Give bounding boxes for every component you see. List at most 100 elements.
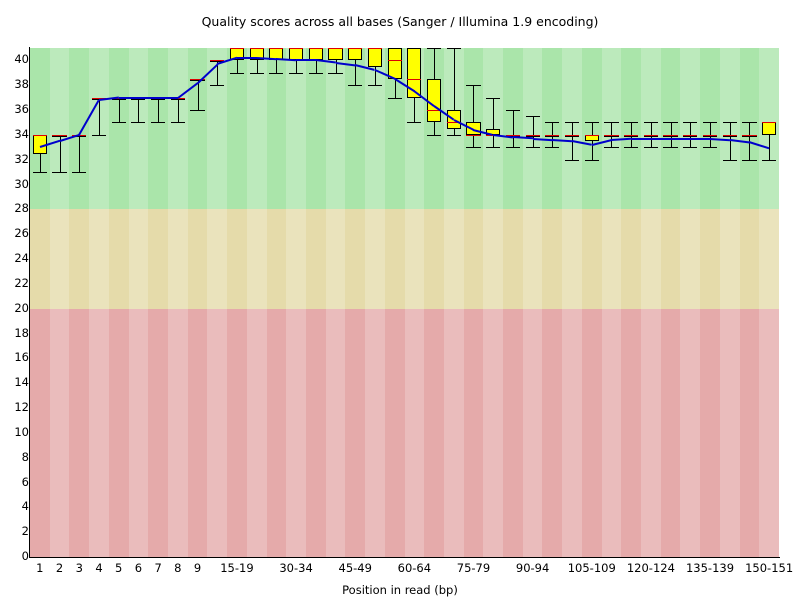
whisker-cap-upper [584,122,599,123]
boxplot-2 [30,48,779,557]
x-tick-label: 4 [95,561,103,575]
y-axis-tick-labels: 0 2 4 6 8 10 12 14 16 18 20 22 24 26 28 30 32 34 36 38 40 [0,0,29,600]
whisker-cap-upper [505,110,520,111]
whisker-cap-upper [426,48,442,49]
whisker-line [454,48,455,135]
whisker-cap-lower [210,85,225,86]
boxplot-50-54 [30,48,779,557]
median-line [249,48,264,49]
whisker-cap-lower [308,73,323,74]
x-tick-label: 45-49 [338,561,372,575]
whisker-cap-lower [624,147,639,148]
median-line [584,135,599,136]
median-line [466,135,481,136]
whisker-cap-lower [702,147,718,148]
y-tick-label: 8 [21,449,29,464]
whisker-cap-lower [328,73,343,74]
median-line [348,48,363,49]
boxplot-135-139 [30,48,779,557]
boxplot-55-59 [30,48,779,557]
quality-band-good [30,48,779,210]
mean-line-segment [236,56,257,59]
column-stripe [49,48,70,557]
y-tick-label: 24 [14,251,29,266]
column-stripe [325,48,346,557]
median-line [446,122,461,123]
whisker-line [138,97,139,123]
whisker-line [533,116,534,148]
whisker-cap-lower [584,160,599,161]
x-tick-label: 6 [134,561,143,575]
whisker-cap-upper [624,122,639,123]
whisker-line [237,48,238,73]
column-stripe [601,48,622,557]
x-tick-label: 150-151 [745,561,794,575]
whisker-cap-lower [91,135,107,136]
x-tick-label: 8 [174,561,182,575]
median-line [367,48,383,49]
whisker-cap-lower [348,85,363,86]
boxplot-150-151 [30,48,779,557]
mean-line-segment [138,96,159,99]
whisker-cap-upper [683,122,698,123]
y-tick-label: 22 [14,275,29,290]
whisker-cap-lower [229,73,245,74]
mean-line-segment [118,96,139,99]
y-tick-label: 40 [14,52,29,67]
whisker-cap-lower [663,147,678,148]
whisker-cap-lower [190,110,205,111]
whisker-cap-upper [742,122,757,123]
whisker-cap-lower [131,122,146,123]
boxplot-95-99 [30,48,779,557]
median-line [426,110,442,111]
quality-band-warn [30,209,779,309]
whisker-line [99,97,100,135]
whisker-cap-lower [151,122,166,123]
x-tick-label: 135-139 [685,561,735,575]
y-tick-label: 2 [21,524,29,539]
y-tick-label: 32 [14,151,29,166]
column-stripe [680,48,701,557]
column-stripe [286,48,306,557]
whisker-cap-lower [446,135,461,136]
column-stripe [483,48,504,557]
x-axis-tick-labels: 1 2 3 4 5 6 7 8 9 15-19 30-34 45-49 60-64 75-79 90-94 1… [0,561,800,583]
x-tick-label: 75-79 [456,561,491,575]
column-stripe [89,48,109,557]
x-tick-label: 3 [75,561,83,575]
y-tick-label: 0 [21,549,29,563]
whisker-cap-lower [604,147,619,148]
boxplot-120-124 [30,48,779,557]
whisker-line [60,134,61,173]
median-line [308,48,323,49]
whisker-cap-lower [269,73,284,74]
median-line [545,135,560,136]
whisker-line [257,48,258,73]
whisker-cap-upper [486,98,501,99]
mean-line-segment [690,137,710,140]
whisker-cap-lower [32,172,47,173]
x-tick-label: 105-109 [567,561,616,575]
whisker-line [158,97,159,123]
y-tick-label: 20 [14,300,29,315]
page-title: Quality scores across all bases (Sanger … [201,14,599,29]
column-stripe [443,48,464,557]
y-tick-label: 26 [14,226,29,241]
median-line [131,98,146,99]
median-line [702,135,718,136]
whisker-line [493,97,494,148]
x-tick-label: 90-94 [515,561,550,575]
column-stripe [246,48,267,557]
quartile-box [407,48,422,98]
column-stripe [207,48,228,557]
whisker-cap-upper [702,122,718,123]
whisker-cap-lower [466,147,481,148]
whisker-line [40,134,41,173]
mean-line-segment [631,137,651,140]
median-line [269,48,284,49]
whisker-cap-lower [545,147,560,148]
whisker-cap-upper [564,122,580,123]
boxplot-45-49 [30,48,779,557]
y-tick-label: 34 [14,126,29,141]
median-line [624,135,639,136]
